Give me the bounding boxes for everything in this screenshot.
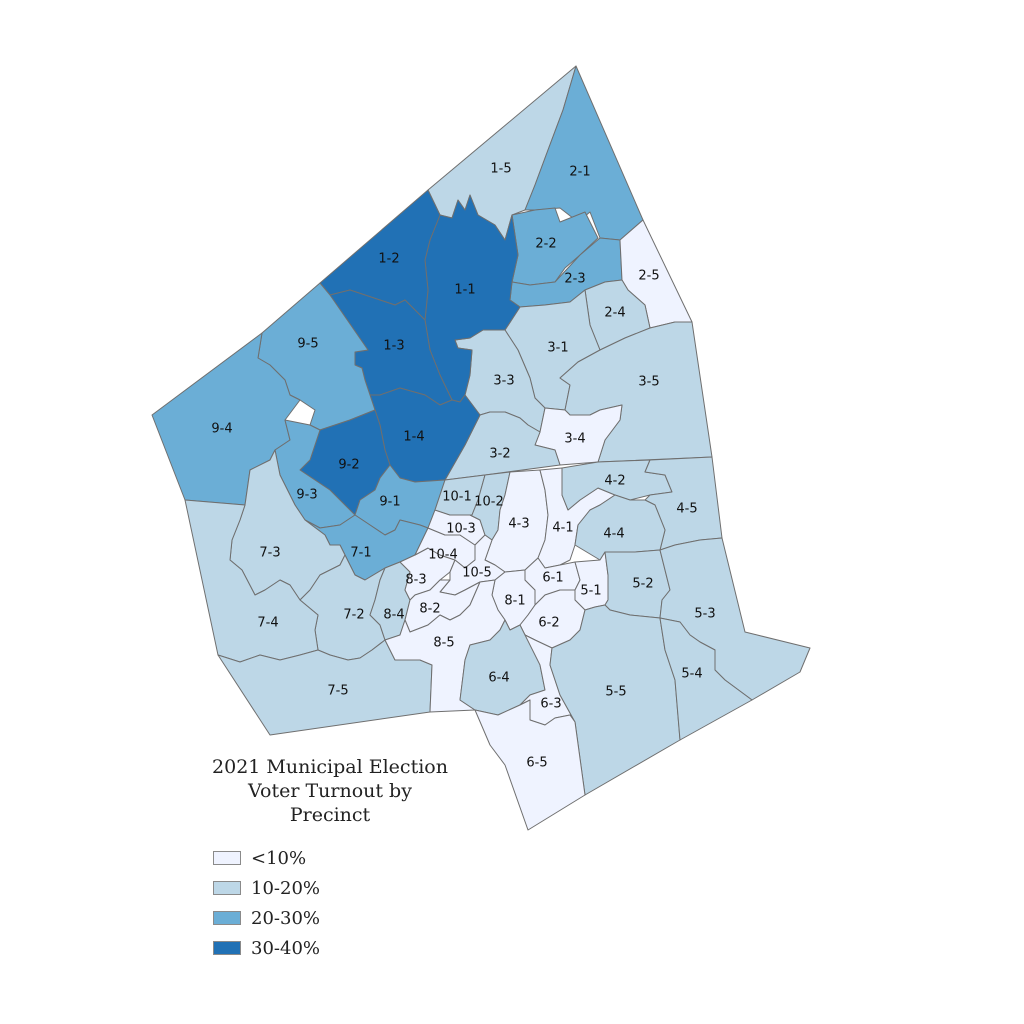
- map-legend: 2021 Municipal Election Voter Turnout by…: [200, 755, 460, 963]
- legend-item-under-10: <10%: [213, 843, 460, 873]
- label-5-5: 5-5: [605, 685, 626, 700]
- legend-title-line-2: Voter Turnout by: [248, 780, 412, 802]
- legend-swatch: [213, 911, 241, 925]
- precinct-6-5[interactable]: [474, 699, 586, 831]
- label-8-1: 8-1: [504, 594, 525, 609]
- label-6-4: 6-4: [488, 671, 509, 686]
- legend-item-30-40: 30-40%: [213, 933, 460, 963]
- label-9-4: 9-4: [211, 422, 232, 437]
- precinct-5-4[interactable]: [659, 617, 753, 741]
- label-8-3: 8-3: [405, 573, 426, 588]
- legend-label: 10-20%: [251, 877, 320, 899]
- label-8-2: 8-2: [419, 602, 440, 617]
- legend-item-20-30: 20-30%: [213, 903, 460, 933]
- precinct-5-1[interactable]: [574, 551, 609, 611]
- label-4-2: 4-2: [604, 474, 625, 489]
- label-3-4: 3-4: [564, 432, 585, 447]
- legend-label: <10%: [251, 847, 307, 869]
- label-9-5: 9-5: [297, 337, 318, 352]
- legend-title-line-3: Precinct: [289, 804, 371, 826]
- label-1-1: 1-1: [454, 283, 475, 298]
- legend-title-line-1: 2021 Municipal Election: [212, 756, 448, 778]
- label-4-5: 4-5: [676, 502, 697, 517]
- label-10-2: 10-2: [474, 495, 504, 510]
- legend-title: 2021 Municipal Election Voter Turnout by…: [200, 755, 460, 827]
- label-3-3: 3-3: [493, 374, 514, 389]
- legend-label: 20-30%: [251, 907, 320, 929]
- precinct-labels: 1-5 2-1 2-2 2-3 2-5 2-4 1-2 1-1 1-3 9-5 …: [211, 162, 715, 771]
- label-5-3: 5-3: [694, 607, 715, 622]
- label-3-2: 3-2: [489, 447, 510, 462]
- label-1-2: 1-2: [378, 252, 399, 267]
- label-2-1: 2-1: [569, 165, 590, 180]
- label-9-3: 9-3: [296, 488, 317, 503]
- label-1-3: 1-3: [383, 339, 404, 354]
- label-10-4: 10-4: [428, 548, 458, 563]
- label-6-1: 6-1: [542, 571, 563, 586]
- legend-swatch: [213, 881, 241, 895]
- label-6-5: 6-5: [526, 756, 547, 771]
- label-9-2: 9-2: [338, 458, 359, 473]
- label-10-5: 10-5: [462, 566, 492, 581]
- label-4-4: 4-4: [603, 527, 624, 542]
- label-10-3: 10-3: [446, 522, 476, 537]
- label-5-1: 5-1: [580, 584, 601, 599]
- label-5-2: 5-2: [632, 577, 653, 592]
- label-7-5: 7-5: [327, 684, 348, 699]
- label-3-5: 3-5: [638, 375, 659, 390]
- label-1-4: 1-4: [403, 430, 424, 445]
- label-8-5: 8-5: [433, 636, 454, 651]
- label-5-4: 5-4: [681, 667, 702, 682]
- label-8-4: 8-4: [383, 608, 404, 623]
- legend-swatch: [213, 941, 241, 955]
- label-7-3: 7-3: [259, 546, 280, 561]
- legend-item-10-20: 10-20%: [213, 873, 460, 903]
- label-3-1: 3-1: [547, 341, 568, 356]
- label-4-1: 4-1: [552, 521, 573, 536]
- label-2-2: 2-2: [535, 237, 556, 252]
- legend-items: <10% 10-20% 20-30% 30-40%: [213, 843, 460, 963]
- label-7-1: 7-1: [350, 546, 371, 561]
- legend-label: 30-40%: [251, 937, 320, 959]
- label-9-1: 9-1: [379, 495, 400, 510]
- label-6-2: 6-2: [538, 616, 559, 631]
- label-4-3: 4-3: [508, 517, 529, 532]
- label-2-3: 2-3: [564, 272, 585, 287]
- label-6-3: 6-3: [540, 697, 561, 712]
- label-7-4: 7-4: [257, 616, 278, 631]
- label-7-2: 7-2: [343, 608, 364, 623]
- label-2-4: 2-4: [604, 306, 625, 321]
- precincts: [151, 65, 811, 831]
- legend-swatch: [213, 851, 241, 865]
- label-1-5: 1-5: [490, 162, 511, 177]
- label-2-5: 2-5: [638, 269, 659, 284]
- label-10-1: 10-1: [442, 490, 472, 505]
